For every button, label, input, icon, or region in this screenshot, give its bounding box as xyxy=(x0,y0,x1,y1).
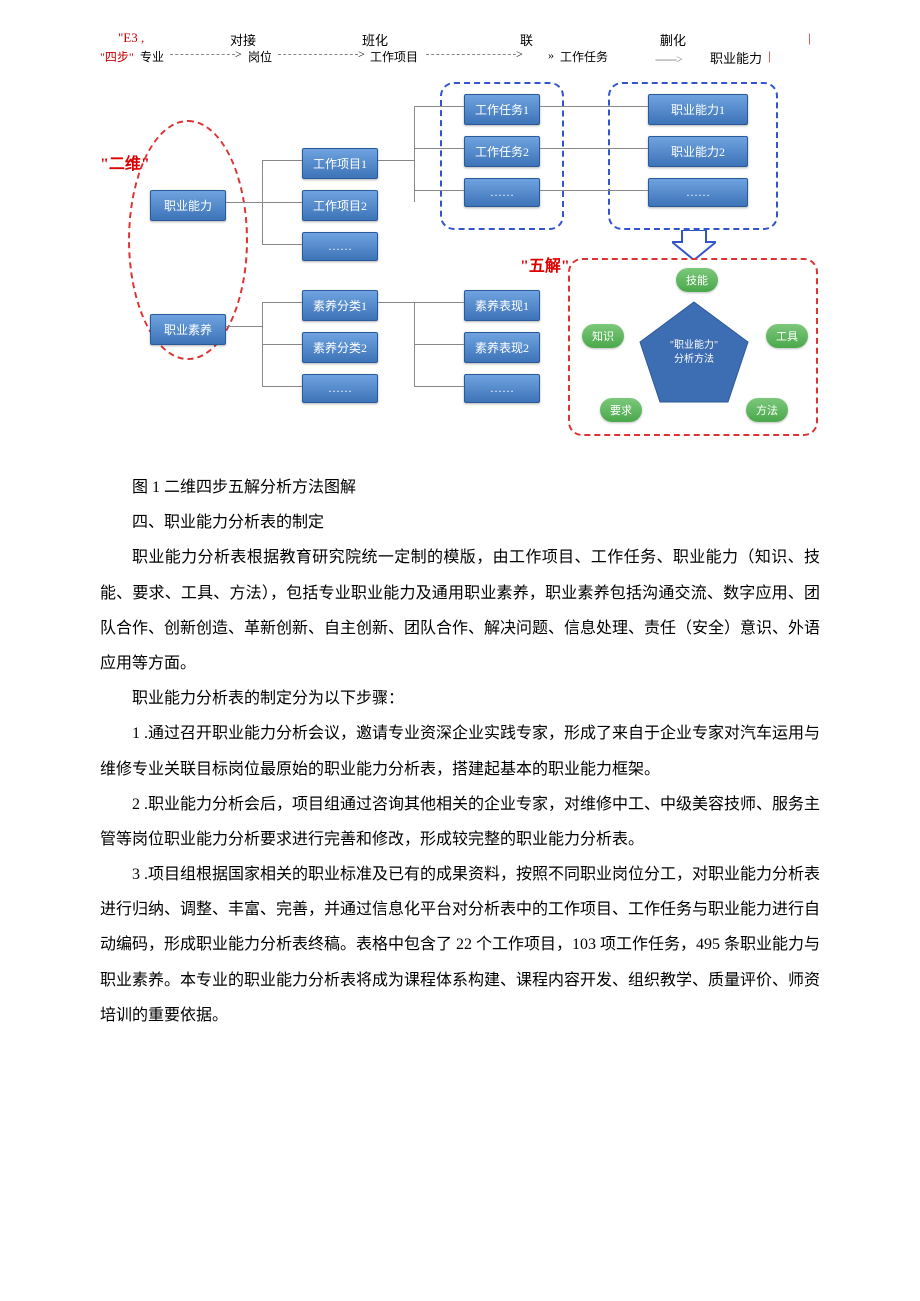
paragraph-2: 职业能力分析表的制定分为以下步骤： xyxy=(100,681,820,716)
conn xyxy=(262,302,302,303)
box-col2-f: …… xyxy=(302,374,378,403)
arrow-gt2: > xyxy=(358,47,365,62)
conn xyxy=(378,302,414,303)
hdr-b: 班化 xyxy=(362,30,388,49)
box-col3-c: …… xyxy=(464,178,540,207)
petal-bl: 要求 xyxy=(600,398,642,422)
conn xyxy=(540,148,648,149)
box-col1-a: 职业能力 xyxy=(150,190,226,221)
hdr-t1: 岗位 xyxy=(248,48,272,65)
dashline-2 xyxy=(278,54,358,55)
conn xyxy=(414,302,464,303)
section-heading-4: 四、职业能力分析表的制定 xyxy=(100,505,820,540)
conn xyxy=(262,160,302,161)
conn xyxy=(414,344,464,345)
petal-right: 工具 xyxy=(766,324,808,348)
arrow-gt1: > xyxy=(235,47,242,62)
hdr-arrow: » xyxy=(548,48,554,63)
hdr-sibu: "四步" xyxy=(100,48,134,65)
conn xyxy=(378,160,414,161)
box-col4-b: 职业能力2 xyxy=(648,136,748,167)
arrow-gt3: > xyxy=(516,47,523,62)
box-col2-e: 素养分类2 xyxy=(302,332,378,363)
petal-left: 知识 xyxy=(582,324,624,348)
conn xyxy=(414,148,464,149)
hdr-t0: 专业 xyxy=(140,48,164,65)
box-col3-f: …… xyxy=(464,374,540,403)
box-col3-d: 素养表现1 xyxy=(464,290,540,321)
box-col2-c: …… xyxy=(302,232,378,261)
hdr-t4: 职业能力 xyxy=(710,48,762,67)
petal-br: 方法 xyxy=(746,398,788,422)
hdr-bar2: | xyxy=(768,48,771,64)
pentagon-center1: "职业能力" xyxy=(664,336,724,351)
petal-top: 技能 xyxy=(676,268,718,292)
conn xyxy=(262,202,302,203)
figure-caption: 图 1 二维四步五解分析方法图解 xyxy=(100,470,820,505)
diagram-figure: "E3 , 对接 班化 联 蒯化 | "四步" 专业 > 岗位 > 工作项目 >… xyxy=(100,30,820,440)
hdr-a: 对接 xyxy=(230,30,256,49)
hdr-t2: 工作项目 xyxy=(370,48,418,65)
conn xyxy=(226,326,262,327)
label-erwei: "二维" xyxy=(100,150,150,174)
box-col2-d: 素养分类1 xyxy=(302,290,378,321)
list-item-1: 1 .通过召开职业能力分析会议，邀请专业资深企业实践专家，形成了来自于企业专家对… xyxy=(100,716,820,786)
hdr-dasharrow: -------> xyxy=(655,52,682,67)
hdr-d: 蒯化 xyxy=(660,30,686,49)
box-col4-c: …… xyxy=(648,178,748,207)
list-item-3: 3 .项目组根据国家相关的职业标准及已有的成果资料，按照不同职业岗位分工，对职业… xyxy=(100,857,820,1033)
box-col3-a: 工作任务1 xyxy=(464,94,540,125)
box-col3-e: 素养表现2 xyxy=(464,332,540,363)
box-col4-a: 职业能力1 xyxy=(648,94,748,125)
box-col3-b: 工作任务2 xyxy=(464,136,540,167)
conn xyxy=(262,386,302,387)
conn xyxy=(414,106,415,202)
conn xyxy=(262,344,302,345)
conn xyxy=(262,244,302,245)
hdr-bar: | xyxy=(808,30,811,46)
pentagon-center2: 分析方法 xyxy=(664,350,724,365)
box-col1-b: 职业素养 xyxy=(150,314,226,345)
box-col2-a: 工作项目1 xyxy=(302,148,378,179)
conn xyxy=(414,190,464,191)
conn xyxy=(414,106,464,107)
hdr-t3: 工作任务 xyxy=(560,48,608,65)
big-arrow-icon xyxy=(672,230,716,260)
dashline-3 xyxy=(426,54,516,55)
body-text: 图 1 二维四步五解分析方法图解 四、职业能力分析表的制定 职业能力分析表根据教… xyxy=(100,470,820,1033)
list-item-2: 2 .职业能力分析会后，项目组通过咨询其他相关的企业专家，对维修中工、中级美容技… xyxy=(100,787,820,857)
conn xyxy=(540,106,648,107)
conn xyxy=(414,386,464,387)
conn xyxy=(540,190,648,191)
conn xyxy=(226,202,262,203)
hdr-e3: "E3 , xyxy=(118,30,144,46)
box-col2-b: 工作项目2 xyxy=(302,190,378,221)
label-wujie: "五解" xyxy=(520,252,570,276)
paragraph-1: 职业能力分析表根据教育研究院统一定制的模版，由工作项目、工作任务、职业能力（知识… xyxy=(100,540,820,681)
dashline-1 xyxy=(170,54,235,55)
